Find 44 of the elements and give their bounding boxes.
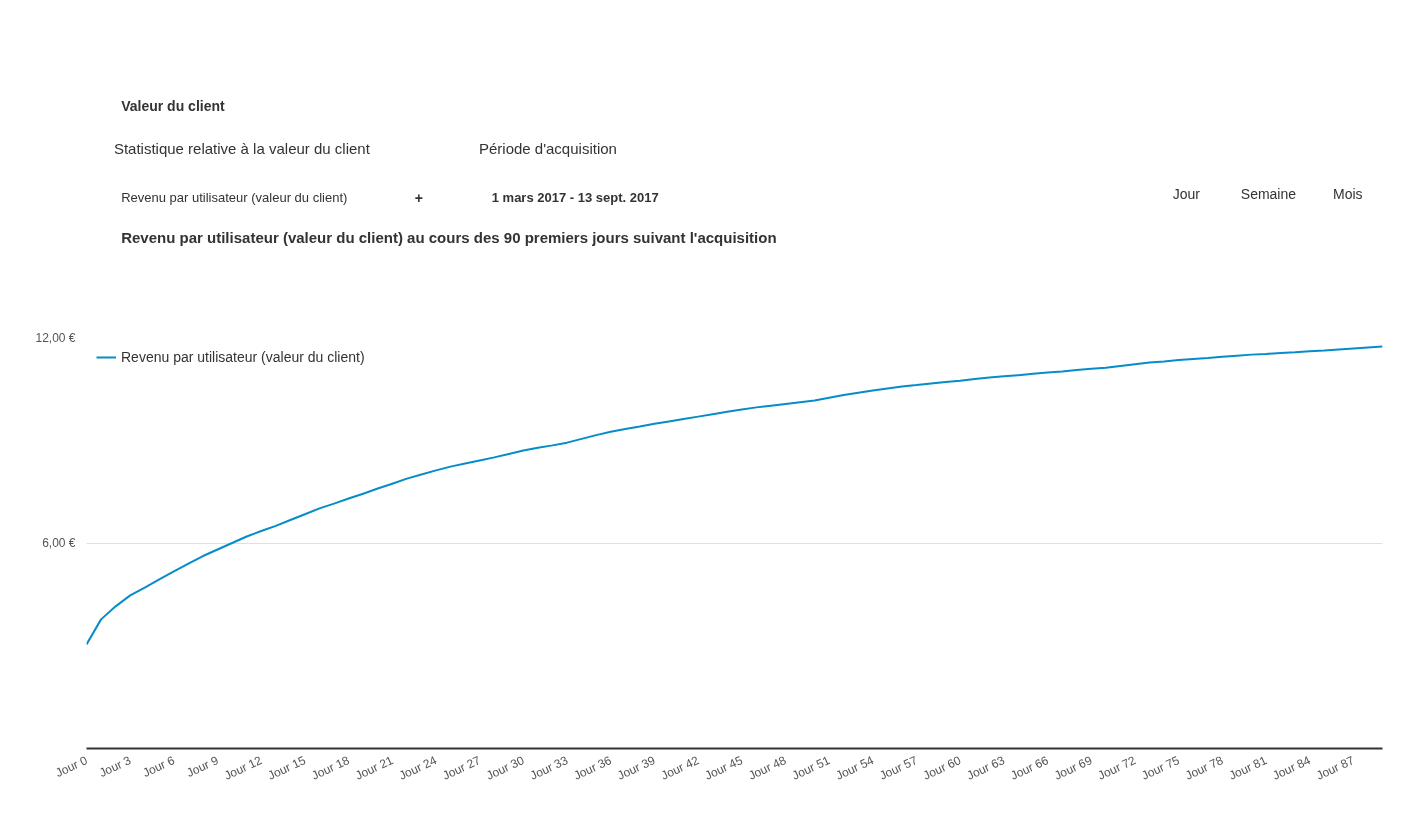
x-tick-label: Jour 54 [833, 753, 877, 783]
x-tick-label: Jour 42 [658, 753, 702, 783]
x-tick-label: Jour 66 [1008, 753, 1051, 783]
text: + [414, 189, 423, 206]
x-tick-label: Jour 63 [964, 753, 1008, 783]
x-tick-label: Jour 0 [53, 753, 90, 780]
text: Période d'acquisition [478, 140, 617, 157]
x-tick-label: Jour 69 [1052, 753, 1095, 783]
x-tick-label: Jour 33 [527, 753, 571, 783]
x-tick-label: Jour 81 [1226, 753, 1270, 783]
x-tick-label: Jour 3 [97, 753, 134, 780]
x-tick-label: Jour 87 [1314, 753, 1357, 783]
text: Statistique relative à la valeur du client [113, 140, 371, 157]
text: 1 mars 2017 - 13 sept. 2017 [491, 190, 659, 205]
x-tick-label: Jour 48 [746, 753, 789, 783]
x-tick-label: Jour 45 [702, 753, 746, 783]
x-tick-label: Jour 6 [140, 753, 178, 780]
text: Revenu par utilisateur (valeur du client) [121, 190, 348, 205]
x-tick-label: Jour 36 [571, 753, 614, 783]
x-tick-label: Jour 51 [789, 753, 833, 783]
text: Jour [1172, 185, 1201, 202]
y-tick-label: 6,00 € [42, 536, 76, 550]
legend-label: Revenu par utilisateur (valeur du client) [121, 349, 365, 365]
x-tick-label: Jour 72 [1095, 753, 1139, 783]
text: Semaine [1240, 185, 1297, 202]
text: Mois [1333, 185, 1363, 202]
x-tick-label: Jour 57 [877, 753, 920, 783]
x-tick-label: Jour 18 [309, 753, 352, 783]
text: Valeur du client [121, 97, 225, 114]
x-tick-label: Jour 12 [222, 753, 265, 783]
x-tick-label: Jour 30 [484, 753, 527, 783]
x-tick-label: Jour 84 [1270, 753, 1313, 783]
x-tick-label: Jour 15 [265, 753, 309, 783]
line-series [86, 345, 1383, 646]
x-tick-label: Jour 78 [1183, 753, 1226, 783]
x-tick-label: Jour 21 [353, 753, 396, 783]
x-tick-label: Jour 39 [615, 753, 658, 783]
y-tick-label: 12,00 € [35, 330, 76, 345]
x-tick-label: Jour 9 [184, 753, 221, 780]
x-tick-label: Jour 27 [440, 753, 483, 783]
x-tick-label: Jour 24 [396, 753, 440, 783]
x-tick-label: Jour 75 [1139, 753, 1182, 783]
x-tick-label: Jour 60 [920, 753, 964, 783]
chart-title: Revenu par utilisateur (valeur du client) au cours des 90 premiers jours suivant l'acquisition [121, 229, 777, 246]
